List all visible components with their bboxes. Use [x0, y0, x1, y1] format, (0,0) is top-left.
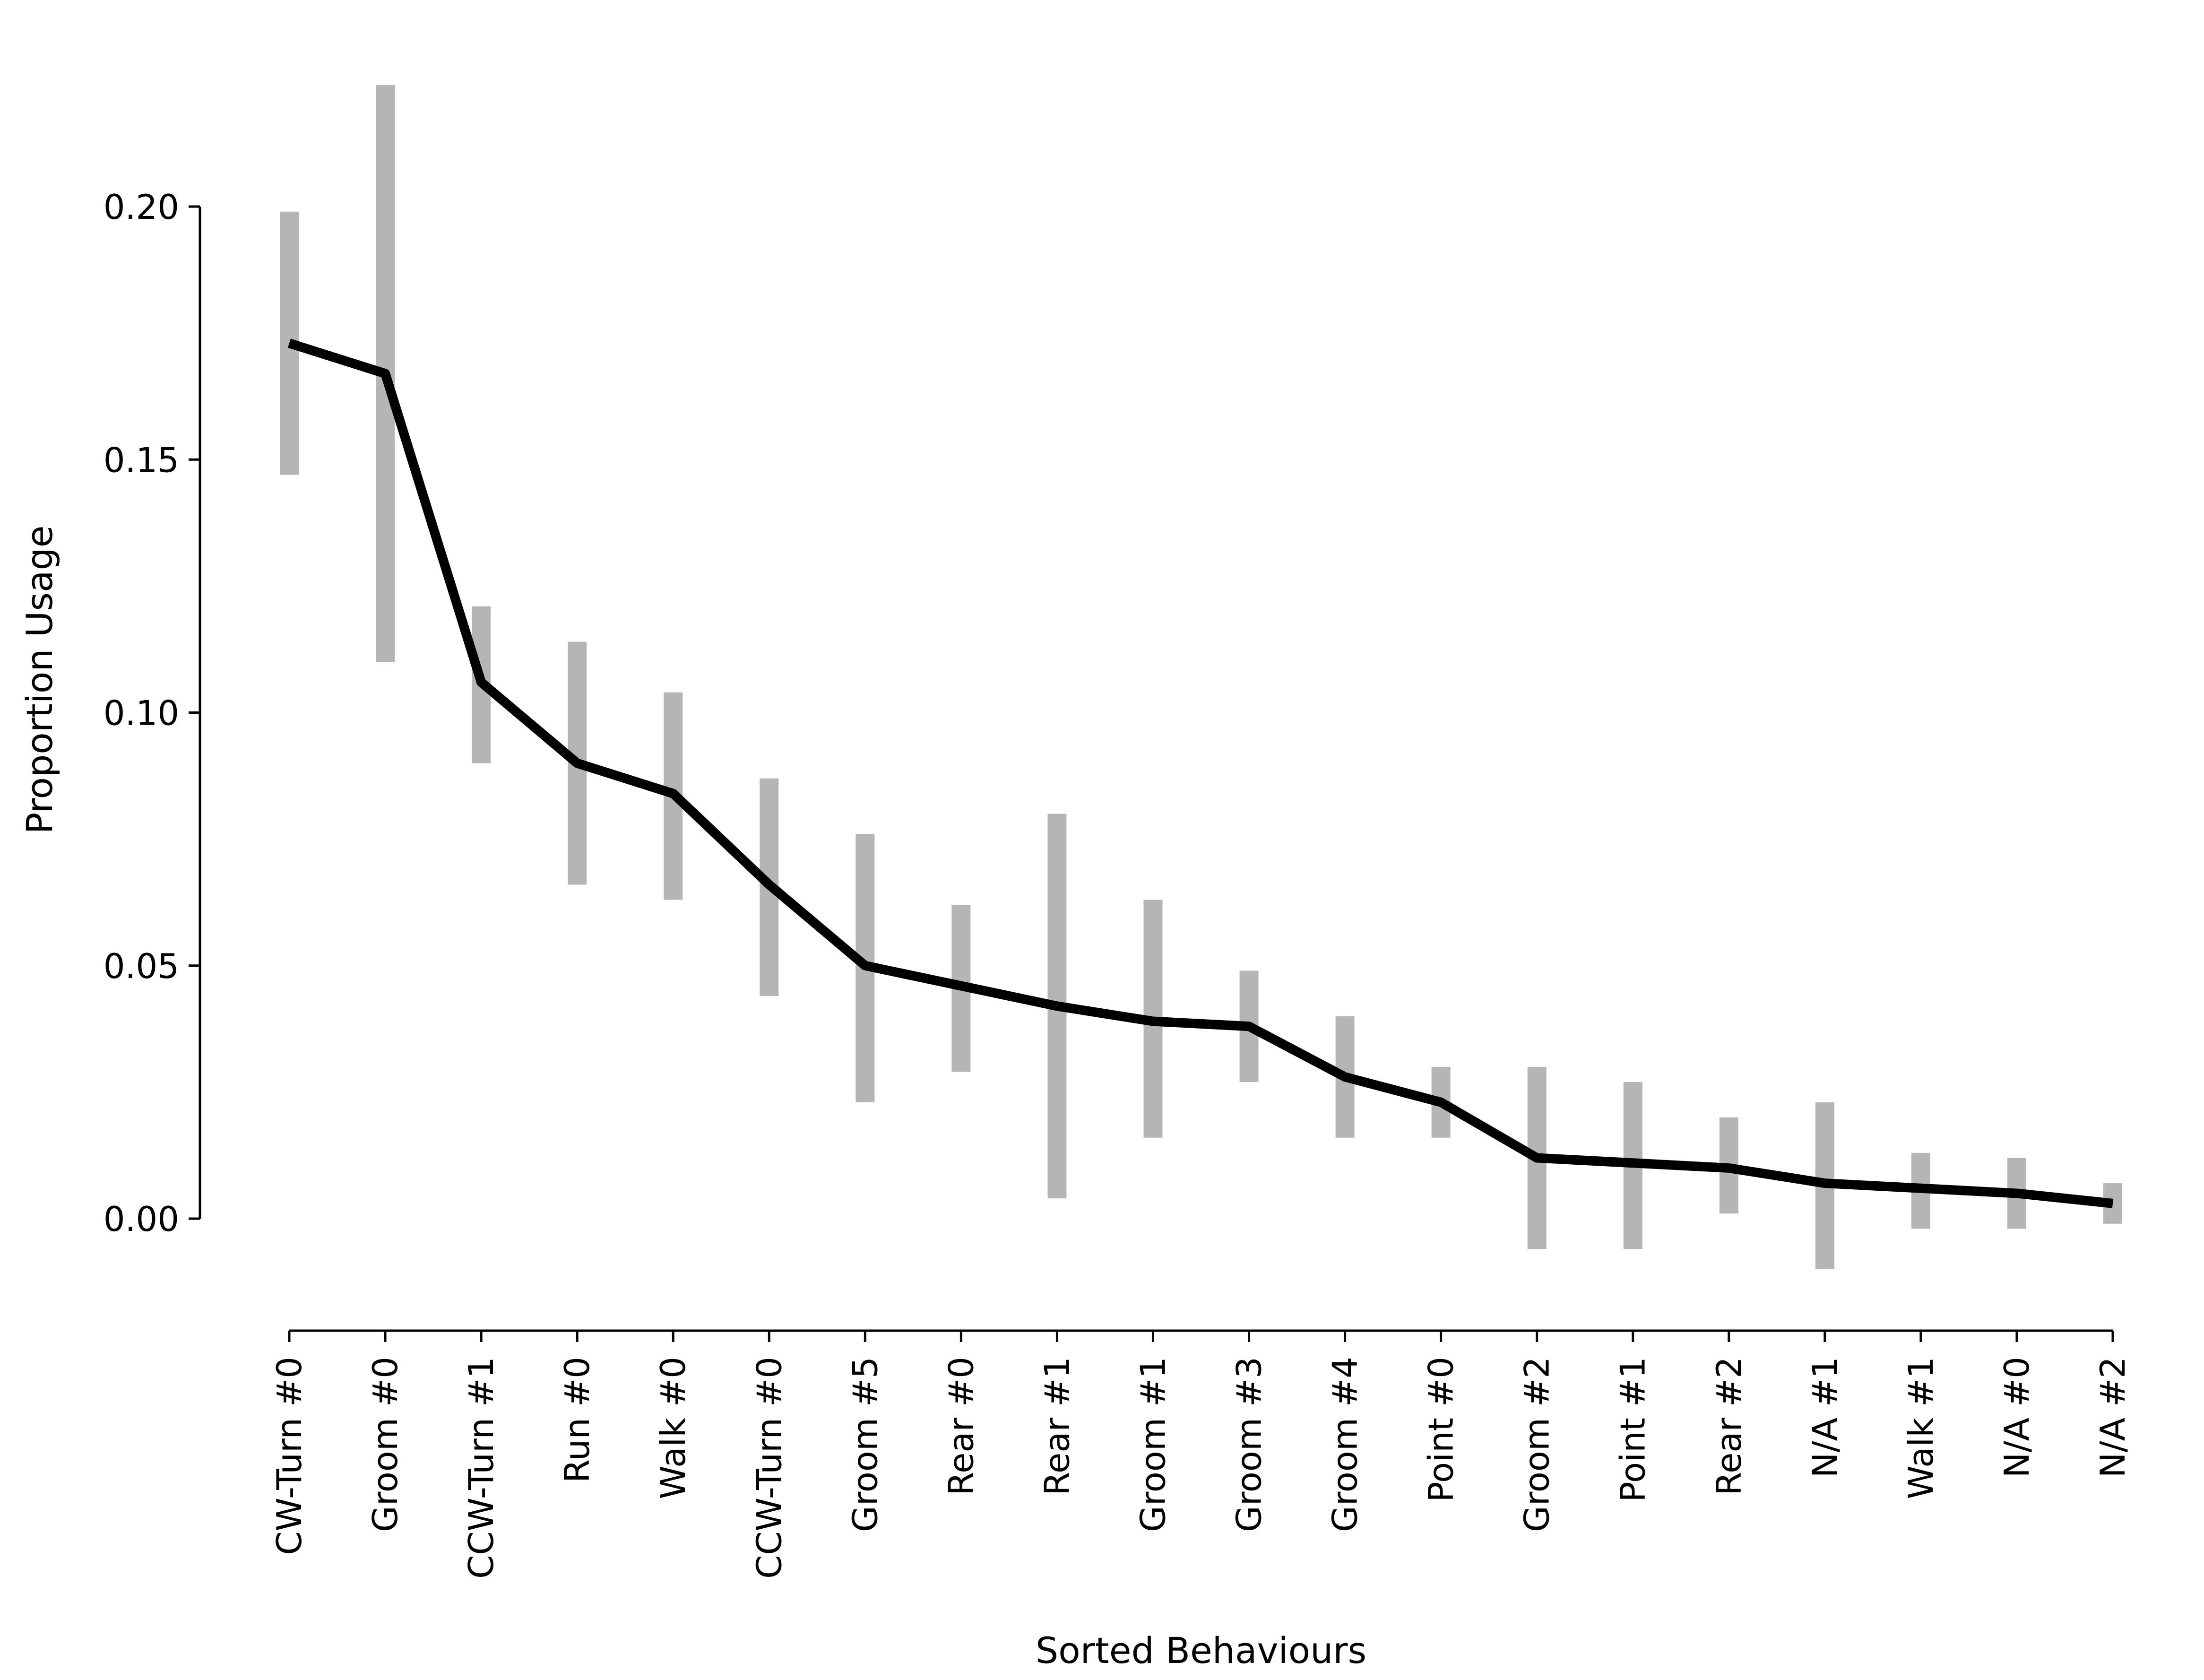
x-tick-label: N/A #0	[1997, 1357, 2037, 1478]
x-tick-label: Rear #2	[1709, 1357, 1749, 1496]
x-tick-label: Groom #1	[1133, 1357, 1173, 1532]
x-ticks: CW-Turn #0 Groom #0 CCW-Turn #1 Run #0 Walk …	[269, 1331, 2133, 1579]
y-tick-label: 0.15	[104, 440, 179, 480]
x-tick-label: Groom #3	[1229, 1357, 1269, 1532]
x-tick-label: N/A #2	[2093, 1357, 2133, 1478]
x-tick-label: Groom #5	[845, 1357, 885, 1532]
x-tick-label: Walk #1	[1901, 1357, 1941, 1499]
x-axis-label: Sorted Behaviours	[1036, 1629, 1366, 1671]
x-tick-label: Rear #0	[941, 1357, 981, 1496]
x-tick-label: CCW-Turn #1	[461, 1357, 501, 1579]
x-tick-label: Point #0	[1421, 1357, 1461, 1502]
series-line	[287, 338, 2114, 1208]
y-tick-label: 0.00	[104, 1199, 179, 1239]
y-axis-label: Proportion Usage	[18, 525, 61, 834]
x-tick-label: N/A #1	[1805, 1357, 1845, 1478]
x-tick-label: CW-Turn #0	[269, 1357, 309, 1555]
y-tick-label: 0.10	[104, 693, 179, 733]
y-tick-label: 0.05	[104, 946, 179, 986]
x-tick-label: Rear #1	[1037, 1357, 1077, 1496]
x-tick-label: Groom #0	[365, 1357, 405, 1532]
x-tick-label: Groom #2	[1517, 1357, 1557, 1532]
x-tick-label: Walk #0	[653, 1357, 693, 1499]
error-bars	[280, 85, 2122, 1270]
y-ticks: 0.00 0.05 0.10 0.15 0.20	[104, 187, 200, 1239]
x-tick-label: Run #0	[557, 1357, 597, 1483]
x-tick-label: Point #1	[1613, 1357, 1653, 1502]
x-tick-label: Groom #4	[1325, 1357, 1365, 1532]
y-tick-label: 0.20	[104, 187, 179, 227]
x-tick-label: CCW-Turn #0	[749, 1357, 789, 1579]
